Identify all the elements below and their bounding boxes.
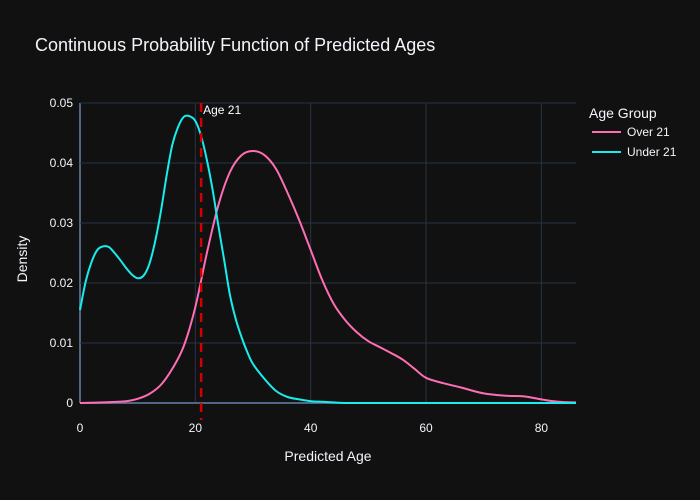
x-tick-label: 20	[189, 421, 203, 435]
legend-title: Age Group	[589, 105, 657, 121]
x-axis-title: Predicted Age	[284, 448, 371, 464]
x-tick-label: 80	[535, 421, 549, 435]
legend: Age Group Over 21 Under 21	[589, 105, 677, 159]
x-tick-label: 40	[304, 421, 318, 435]
y-tick-label: 0.03	[50, 216, 74, 230]
series-line-over-21	[79, 150, 577, 404]
x-tick-label: 60	[419, 421, 433, 435]
legend-label-under-21: Under 21	[627, 145, 677, 159]
tick-layer: 0 20 40 60 80 0 0.01 0.02 0.03 0.04 0.05	[50, 96, 549, 435]
age-21-annotation-label: Age 21	[203, 103, 241, 117]
legend-label-over-21: Over 21	[627, 125, 670, 139]
y-tick-label: 0.04	[50, 156, 74, 170]
y-tick-label: 0.01	[50, 336, 74, 350]
annotation-layer: Age 21	[199, 103, 241, 420]
x-tick-label: 0	[77, 421, 84, 435]
chart-title: Continuous Probability Function of Predi…	[35, 35, 435, 55]
legend-items: Over 21 Under 21	[592, 125, 677, 159]
y-tick-label: 0.05	[50, 96, 74, 110]
y-tick-label: 0	[66, 396, 73, 410]
y-axis-title: Density	[14, 236, 30, 283]
y-tick-label: 0.02	[50, 276, 74, 290]
